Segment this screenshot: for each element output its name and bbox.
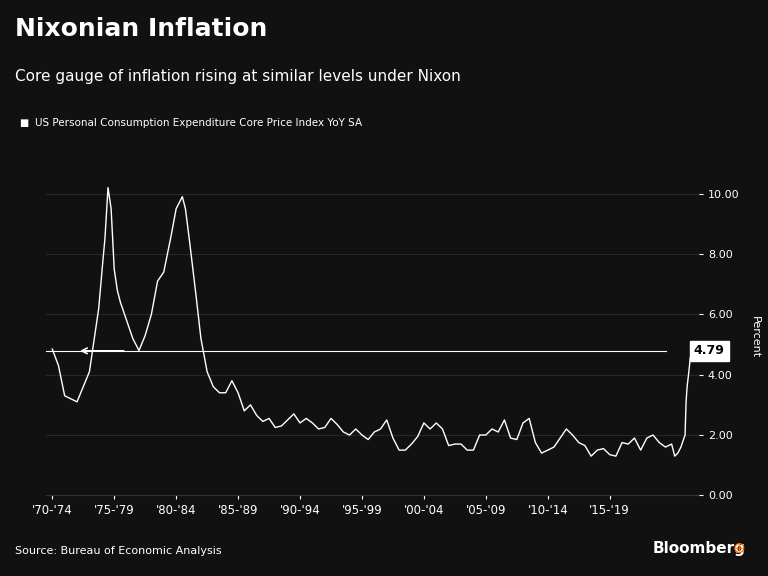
Text: US Personal Consumption Expenditure Core Price Index YoY SA: US Personal Consumption Expenditure Core…	[35, 118, 362, 128]
Text: ■: ■	[19, 118, 28, 128]
Text: Bloomberg: Bloomberg	[653, 541, 746, 556]
Text: 4.79: 4.79	[694, 344, 725, 357]
Text: Source: Bureau of Economic Analysis: Source: Bureau of Economic Analysis	[15, 546, 222, 556]
Text: ⊕: ⊕	[732, 541, 745, 556]
Text: Nixonian Inflation: Nixonian Inflation	[15, 17, 268, 41]
Y-axis label: Percent: Percent	[750, 316, 760, 358]
Text: Core gauge of inflation rising at similar levels under Nixon: Core gauge of inflation rising at simila…	[15, 69, 461, 84]
